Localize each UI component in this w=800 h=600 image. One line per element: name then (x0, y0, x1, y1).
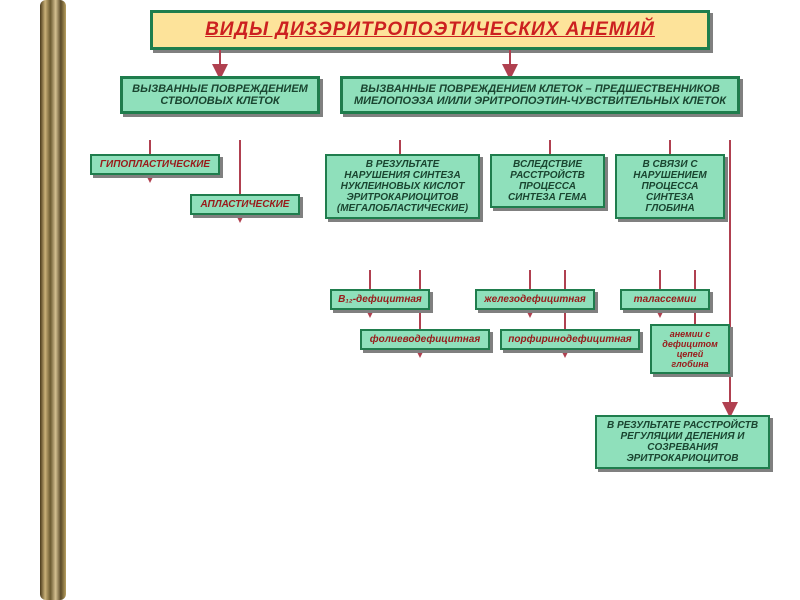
sub3-label: В СВЯЗИ С НАРУШЕНИЕМ ПРОЦЕССА СИНТЕЗА ГЛ… (633, 159, 706, 214)
category-stem-cells: ВЫЗВАННЫЕ ПОВРЕЖДЕНИЕМ СТВОЛОВЫХ КЛЕТОК (120, 76, 320, 114)
globin-label: анемии с дефицитом цепей глобина (662, 329, 718, 369)
iron-label: железодефицитная (484, 294, 586, 305)
thal-label: талассемии (634, 294, 697, 305)
category-precursor-cells: ВЫЗВАННЫЕ ПОВРЕЖДЕНИЕМ КЛЕТОК – ПРЕДШЕСТ… (340, 76, 740, 114)
spiral-binding (0, 0, 80, 600)
leaf-aplastic: АПЛАСТИЧЕСКИЕ (190, 194, 300, 215)
main-title: ВИДЫ ДИЗЭРИТРОПОЭТИЧЕСКИХ АНЕМИЙ (150, 10, 710, 50)
hypo-label: ГИПОПЛАСТИЧЕСКИЕ (100, 159, 210, 170)
final-label: В РЕЗУЛЬТАТЕ РАССТРОЙСТВ РЕГУЛЯЦИИ ДЕЛЕН… (607, 420, 758, 464)
folate-label: фолиеводефицитная (370, 334, 481, 345)
b12-label: В₁₂-дефицитная (338, 294, 422, 305)
final-box: В РЕЗУЛЬТАТЕ РАССТРОЙСТВ РЕГУЛЯЦИИ ДЕЛЕН… (595, 415, 770, 469)
cat2-label: ВЫЗВАННЫЕ ПОВРЕЖДЕНИЕМ КЛЕТОК – ПРЕДШЕСТ… (354, 83, 726, 107)
leaf-iron: железодефицитная (475, 289, 595, 310)
sub-heme: ВСЛЕДСТВИЕ РАССТРОЙСТВ ПРОЦЕССА СИНТЕЗА … (490, 154, 605, 208)
sub1-label: В РЕЗУЛЬТАТЕ НАРУШЕНИЯ СИНТЕЗА НУКЛЕИНОВ… (337, 159, 468, 214)
leaf-hypoplastic: ГИПОПЛАСТИЧЕСКИЕ (90, 154, 220, 175)
cat1-label: ВЫЗВАННЫЕ ПОВРЕЖДЕНИЕМ СТВОЛОВЫХ КЛЕТОК (132, 83, 308, 107)
leaf-b12: В₁₂-дефицитная (330, 289, 430, 310)
leaf-globin-chains: анемии с дефицитом цепей глобина (650, 324, 730, 374)
sub-nucleic: В РЕЗУЛЬТАТЕ НАРУШЕНИЯ СИНТЕЗА НУКЛЕИНОВ… (325, 154, 480, 219)
leaf-folate: фолиеводефицитная (360, 329, 490, 350)
porph-label: порфиринодефицитная (508, 334, 631, 345)
apla-label: АПЛАСТИЧЕСКИЕ (201, 199, 290, 210)
sub-globin: В СВЯЗИ С НАРУШЕНИЕМ ПРОЦЕССА СИНТЕЗА ГЛ… (615, 154, 725, 219)
sub2-label: ВСЛЕДСТВИЕ РАССТРОЙСТВ ПРОЦЕССА СИНТЕЗА … (508, 159, 587, 203)
main-title-text: ВИДЫ ДИЗЭРИТРОПОЭТИЧЕСКИХ АНЕМИЙ (205, 19, 655, 40)
diagram-content: ВИДЫ ДИЗЭРИТРОПОЭТИЧЕСКИХ АНЕМИЙ ВЫЗВАНН… (90, 10, 790, 590)
leaf-porph: порфиринодефицитная (500, 329, 640, 350)
leaf-thal: талассемии (620, 289, 710, 310)
